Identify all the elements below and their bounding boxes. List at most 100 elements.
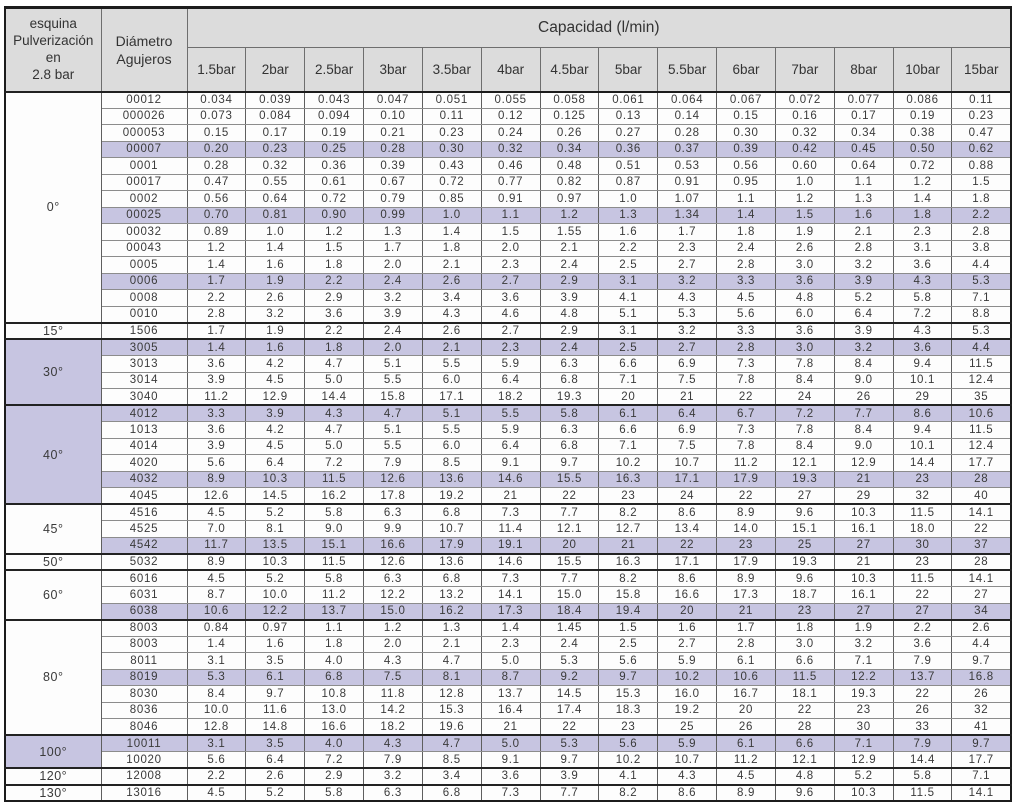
capacity-value-cell: 4.3	[363, 734, 423, 752]
capacity-value-cell: 2.8	[186, 305, 247, 323]
capacity-value-cell: 5.5	[363, 371, 423, 389]
capacity-value-cell: 4.1	[598, 289, 659, 307]
capacity-value-cell: 12.1	[539, 520, 600, 538]
capacity-value-cell: 22	[892, 586, 953, 604]
capacity-value-cell: 0.77	[480, 173, 541, 191]
table-row: 100° 10011 3.1 3.5 4.0 4.3 4.7 5.0 5.3 5.6 5.9 6.1 6…	[4, 734, 1012, 769]
capacity-value-cell: 0.39	[716, 140, 776, 158]
spray-angle-cell: 120°	[4, 767, 102, 785]
table-row: 4525 7.0 8.1 9.0 9.9 10.7 11.4 12.1 12.7 13.4 14.0…	[5, 520, 1012, 538]
capacity-value-cell: 16.0	[657, 685, 718, 703]
capacity-value-cell: 2.7	[657, 635, 718, 653]
capacity-value-cell: 11.6	[245, 701, 306, 719]
capacity-value-cell: 3.4	[421, 289, 482, 307]
capacity-value-cell: 2.8	[951, 223, 1012, 241]
capacity-value-cell: 6.4	[245, 751, 306, 769]
capacity-value-cell: 8.9	[716, 783, 776, 802]
hole-diameter-cell: 8011	[100, 652, 188, 670]
spray-angle-cell: 45°	[4, 503, 102, 554]
capacity-value-cell: 5.5	[421, 421, 482, 439]
capacity-value-cell: 0.072	[774, 90, 835, 109]
capacity-value-cell: 8.6	[657, 783, 718, 802]
capacity-value-cell: 11.5	[951, 355, 1012, 373]
capacity-value-cell: 17.1	[657, 470, 718, 488]
capacity-value-cell: 10.8	[304, 685, 365, 703]
capacity-value-cell: 3.6	[892, 256, 953, 274]
capacity-value-cell: 30	[892, 536, 953, 554]
capacity-value-cell: 5.8	[892, 767, 953, 785]
capacity-value-cell: 5.1	[598, 305, 659, 323]
hole-diameter-cell: 4014	[100, 437, 188, 455]
capacity-value-cell: 9.7	[951, 652, 1012, 670]
capacity-value-cell: 6.8	[539, 371, 600, 389]
capacity-value-cell: 12.2	[245, 602, 306, 620]
capacity-value-cell: 3.3	[186, 404, 247, 422]
capacity-value-cell: 3.6	[892, 635, 953, 653]
capacity-value-cell: 0.084	[245, 107, 306, 125]
capacity-value-cell: 5.2	[245, 503, 306, 521]
capacity-value-cell: 8.7	[186, 586, 247, 604]
capacity-value-cell: 17.1	[421, 388, 482, 406]
hole-diameter-cell: 000026	[100, 107, 188, 125]
capacity-value-cell: 0.62	[951, 140, 1012, 158]
capacity-value-cell: 3.6	[480, 767, 541, 785]
hole-diameter-cell: 000053	[100, 124, 188, 142]
capacity-value-cell: 0.17	[245, 124, 306, 142]
capacity-value-cell: 0.23	[421, 124, 482, 142]
capacity-value-cell: 4.7	[304, 355, 365, 373]
capacity-value-cell: 13.6	[421, 470, 482, 488]
capacity-value-cell: 12.7	[598, 520, 659, 538]
capacity-value-cell: 1.7	[186, 321, 247, 340]
table-row: 000026 0.073 0.084 0.094 0.10 0.11 0.12 0.125 0.…	[5, 107, 1012, 125]
capacity-value-cell: 18.1	[774, 685, 835, 703]
capacity-value-cell: 6.1	[598, 404, 659, 422]
capacity-value-cell: 1.2	[186, 239, 247, 257]
capacity-value-cell: 3.2	[833, 338, 894, 356]
pressure-column-header: 2.5bar	[304, 47, 365, 93]
capacity-value-cell: 5.5	[421, 355, 482, 373]
capacity-value-cell: 6.8	[539, 437, 600, 455]
capacity-value-cell: 0.90	[304, 206, 365, 224]
table-row: 8003 1.4 1.6 1.8 2.0 2.1 2.3 2.4 2.5 2.7 2.8 3.0 3.2…	[5, 635, 1012, 653]
capacity-value-cell: 12.6	[363, 552, 423, 571]
capacity-value-cell: 1.1	[480, 206, 541, 224]
capacity-value-cell: 5.0	[304, 371, 365, 389]
capacity-value-cell: 2.6	[951, 618, 1012, 637]
capacity-value-cell: 3.1	[598, 272, 659, 290]
capacity-value-cell: 3.6	[774, 321, 835, 340]
capacity-value-cell: 10.7	[421, 520, 482, 538]
hole-diameter-cell: 0005	[100, 256, 188, 274]
capacity-value-cell: 4.4	[951, 635, 1012, 653]
capacity-value-cell: 5.6	[186, 454, 247, 472]
capacity-value-cell: 0.97	[539, 190, 600, 208]
capacity-value-cell: 10.0	[245, 586, 306, 604]
capacity-value-cell: 4.7	[421, 734, 482, 752]
table-row: 00007 0.20 0.23 0.25 0.28 0.30 0.32 0.34 0.36 0.3…	[5, 140, 1012, 158]
capacity-value-cell: 10.3	[833, 783, 894, 802]
capacity-value-cell: 1.8	[304, 256, 365, 274]
capacity-value-cell: 9.6	[774, 569, 835, 587]
capacity-value-cell: 3.5	[245, 652, 306, 670]
capacity-value-cell: 11.5	[774, 668, 835, 686]
capacity-value-cell: 12.4	[951, 371, 1012, 389]
capacity-value-cell: 0.91	[480, 190, 541, 208]
hole-diameter-cell: 00025	[100, 206, 188, 224]
pressure-header-row: 1.5bar 2bar 2.5bar 3bar 3.5bar 4bar 4.5bar 5bar…	[5, 47, 1012, 93]
table-row: 3014 3.9 4.5 5.0 5.5 6.0 6.4 6.8 7.1 7.5 7.8 8.4 9.0…	[5, 371, 1012, 389]
capacity-value-cell: 17.7	[951, 751, 1012, 769]
capacity-value-cell: 7.8	[716, 437, 776, 455]
capacity-value-cell: 2.1	[833, 223, 894, 241]
table-row: 0006 1.7 1.9 2.2 2.4 2.6 2.7 2.9 3.1 3.2 3.3 3.6 3.9…	[5, 272, 1012, 290]
capacity-value-cell: 0.125	[539, 107, 600, 125]
capacity-value-cell: 13.7	[304, 602, 365, 620]
capacity-value-cell: 0.094	[304, 107, 365, 125]
capacity-value-cell: 2.6	[421, 272, 482, 290]
capacity-value-cell: 8.9	[186, 470, 247, 488]
capacity-value-cell: 0.46	[480, 157, 541, 175]
capacity-value-cell: 22	[657, 536, 718, 554]
capacity-value-cell: 16.7	[716, 685, 776, 703]
capacity-value-cell: 14.1	[951, 503, 1012, 521]
capacity-value-cell: 7.2	[774, 404, 835, 422]
capacity-value-cell: 5.9	[480, 355, 541, 373]
capacity-value-cell: 0.047	[363, 90, 423, 109]
